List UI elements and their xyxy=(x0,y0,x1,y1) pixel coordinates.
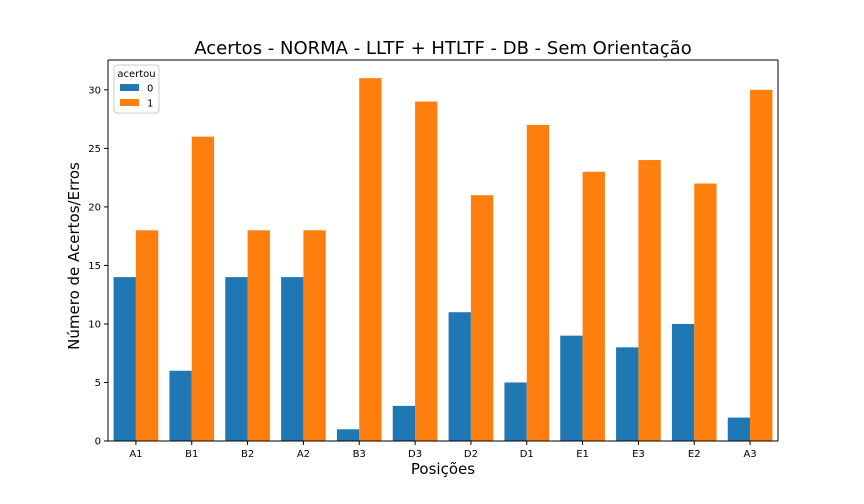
bar-E1-series-0 xyxy=(560,335,583,441)
legend-swatch-1 xyxy=(120,99,139,106)
bar-A2-series-1 xyxy=(303,230,326,441)
bars-layer xyxy=(113,78,773,442)
x-axis-label: Posições xyxy=(411,460,475,478)
bar-B2-series-0 xyxy=(225,277,248,441)
x-tick-label-A3: A3 xyxy=(743,449,756,460)
legend-title: acertou xyxy=(117,69,155,80)
y-tick-label-15: 15 xyxy=(88,261,101,272)
y-tick-label-0: 0 xyxy=(95,437,101,448)
bar-D3-series-0 xyxy=(392,405,416,441)
bar-D2-series-0 xyxy=(448,312,471,441)
bar-D2-series-1 xyxy=(470,195,494,441)
bar-A2-series-0 xyxy=(281,277,304,441)
legend-label-0: 0 xyxy=(147,84,153,95)
x-tick-label-B3: B3 xyxy=(353,449,366,460)
x-tick-label-D2: D2 xyxy=(464,449,478,460)
y-axis-label: Número de Acertos/Erros xyxy=(65,162,83,350)
y-tick-label-10: 10 xyxy=(88,319,101,330)
y-tick-label-30: 30 xyxy=(88,85,101,96)
bar-B1-series-0 xyxy=(169,370,192,441)
x-tick-label-A2: A2 xyxy=(297,449,310,460)
x-tick-label-E3: E3 xyxy=(632,449,645,460)
bar-E1-series-1 xyxy=(582,171,605,441)
x-tick-label-D1: D1 xyxy=(520,449,534,460)
bar-E2-series-1 xyxy=(694,183,717,442)
axes-layer xyxy=(107,59,779,442)
bar-B1-series-1 xyxy=(191,136,215,442)
x-tick-label-B2: B2 xyxy=(241,449,254,460)
bar-B3-series-0 xyxy=(336,429,360,441)
legend-swatch-0 xyxy=(120,84,139,91)
legend-label-1: 1 xyxy=(147,99,153,110)
bar-A1-series-0 xyxy=(113,277,136,441)
bar-B3-series-1 xyxy=(359,78,382,441)
bar-E3-series-0 xyxy=(616,347,639,441)
bar-D1-series-0 xyxy=(504,382,527,441)
bar-E2-series-0 xyxy=(671,323,695,441)
bar-A3-series-0 xyxy=(727,417,751,441)
x-tick-label-D3: D3 xyxy=(408,449,422,460)
x-tick-label-A1: A1 xyxy=(129,449,142,460)
x-tick-label-B1: B1 xyxy=(185,449,198,460)
bar-A1-series-1 xyxy=(135,230,159,441)
bar-D3-series-1 xyxy=(415,101,438,442)
bar-E3-series-1 xyxy=(638,160,661,441)
y-tick-label-5: 5 xyxy=(95,378,101,389)
chart-title: Acertos - NORMA - LLTF + HTLTF - DB - Se… xyxy=(194,38,691,59)
x-tick-label-E2: E2 xyxy=(688,449,701,460)
legend: acertou 0 1 xyxy=(113,64,160,114)
y-tick-label-25: 25 xyxy=(88,144,101,155)
y-tick-label-20: 20 xyxy=(88,202,101,213)
x-tick-label-E1: E1 xyxy=(576,449,589,460)
bar-D1-series-1 xyxy=(526,124,550,442)
bar-B2-series-1 xyxy=(247,230,270,441)
bar-A3-series-1 xyxy=(750,89,773,441)
